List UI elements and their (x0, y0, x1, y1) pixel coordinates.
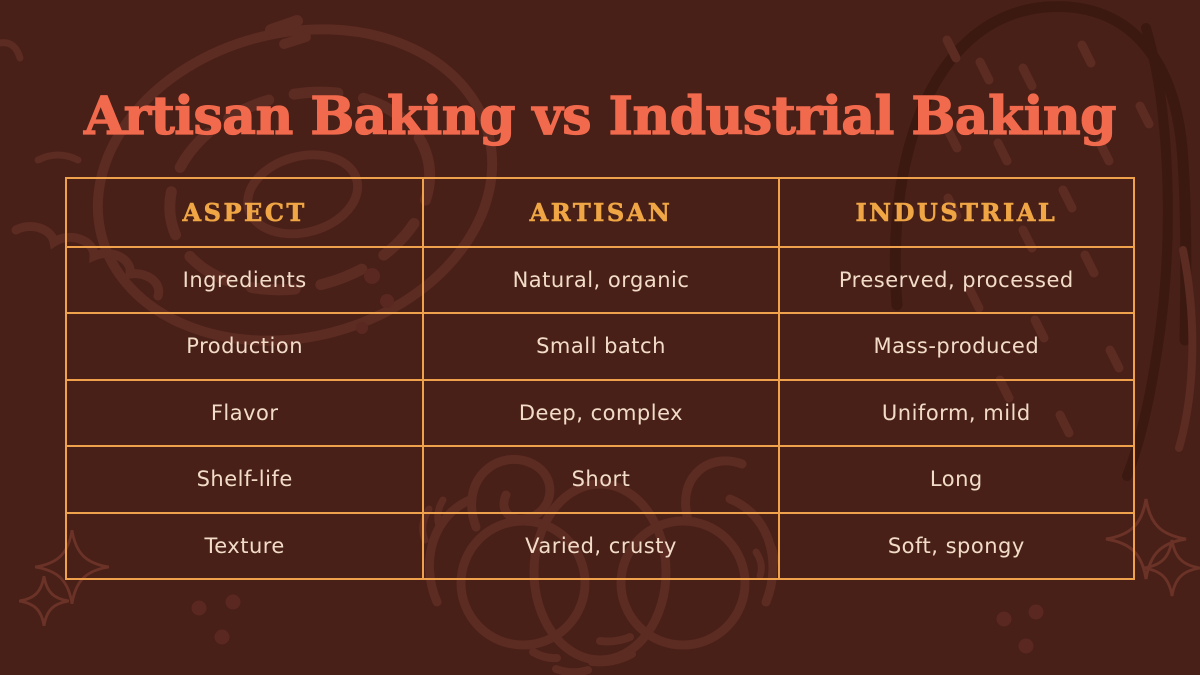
table-header-row: ASPECT ARTISAN INDUSTRIAL (67, 179, 1133, 246)
table-cell: Flavor (210, 400, 279, 425)
table-cell: Soft, spongy (777, 513, 1133, 578)
table-cell: Shelf-life (196, 467, 293, 492)
table-row: Ingredients Natural, organic Preserved, … (67, 245, 1133, 312)
table-row: Shelf-life Short Long (67, 445, 1133, 512)
table-cell: Mass-produced (777, 314, 1133, 379)
column-header-industrial: INDUSTRIAL (777, 179, 1133, 246)
table-cell: Preserved, processed (777, 247, 1133, 312)
table-cell: Small batch (422, 314, 777, 379)
table-row: Flavor Deep, complex Uniform, mild (67, 378, 1133, 445)
table-cell: Varied, crusty (422, 513, 777, 578)
table-cell: Long (777, 447, 1133, 512)
table-cell: Deep, complex (422, 380, 777, 445)
table-cell: Ingredients (182, 267, 307, 292)
column-header-aspect: ASPECT (182, 197, 307, 227)
table-row: Production Small batch Mass-produced (67, 312, 1133, 379)
column-header-artisan: ARTISAN (422, 179, 777, 246)
table-cell: Production (186, 334, 304, 359)
bean-strokes-icon (265, 15, 311, 49)
table-cell: Texture (204, 533, 285, 558)
table-cell: Short (422, 447, 777, 512)
page-title: Artisan Baking vs Industrial Baking (83, 85, 1117, 147)
table-cell: Natural, organic (422, 247, 777, 312)
table-cell: Uniform, mild (777, 380, 1133, 445)
table-row: Texture Varied, crusty Soft, spongy (67, 511, 1133, 578)
dots-decoration (191, 594, 1044, 654)
comparison-table: ASPECT ARTISAN INDUSTRIAL Ingredients Na… (65, 177, 1135, 580)
